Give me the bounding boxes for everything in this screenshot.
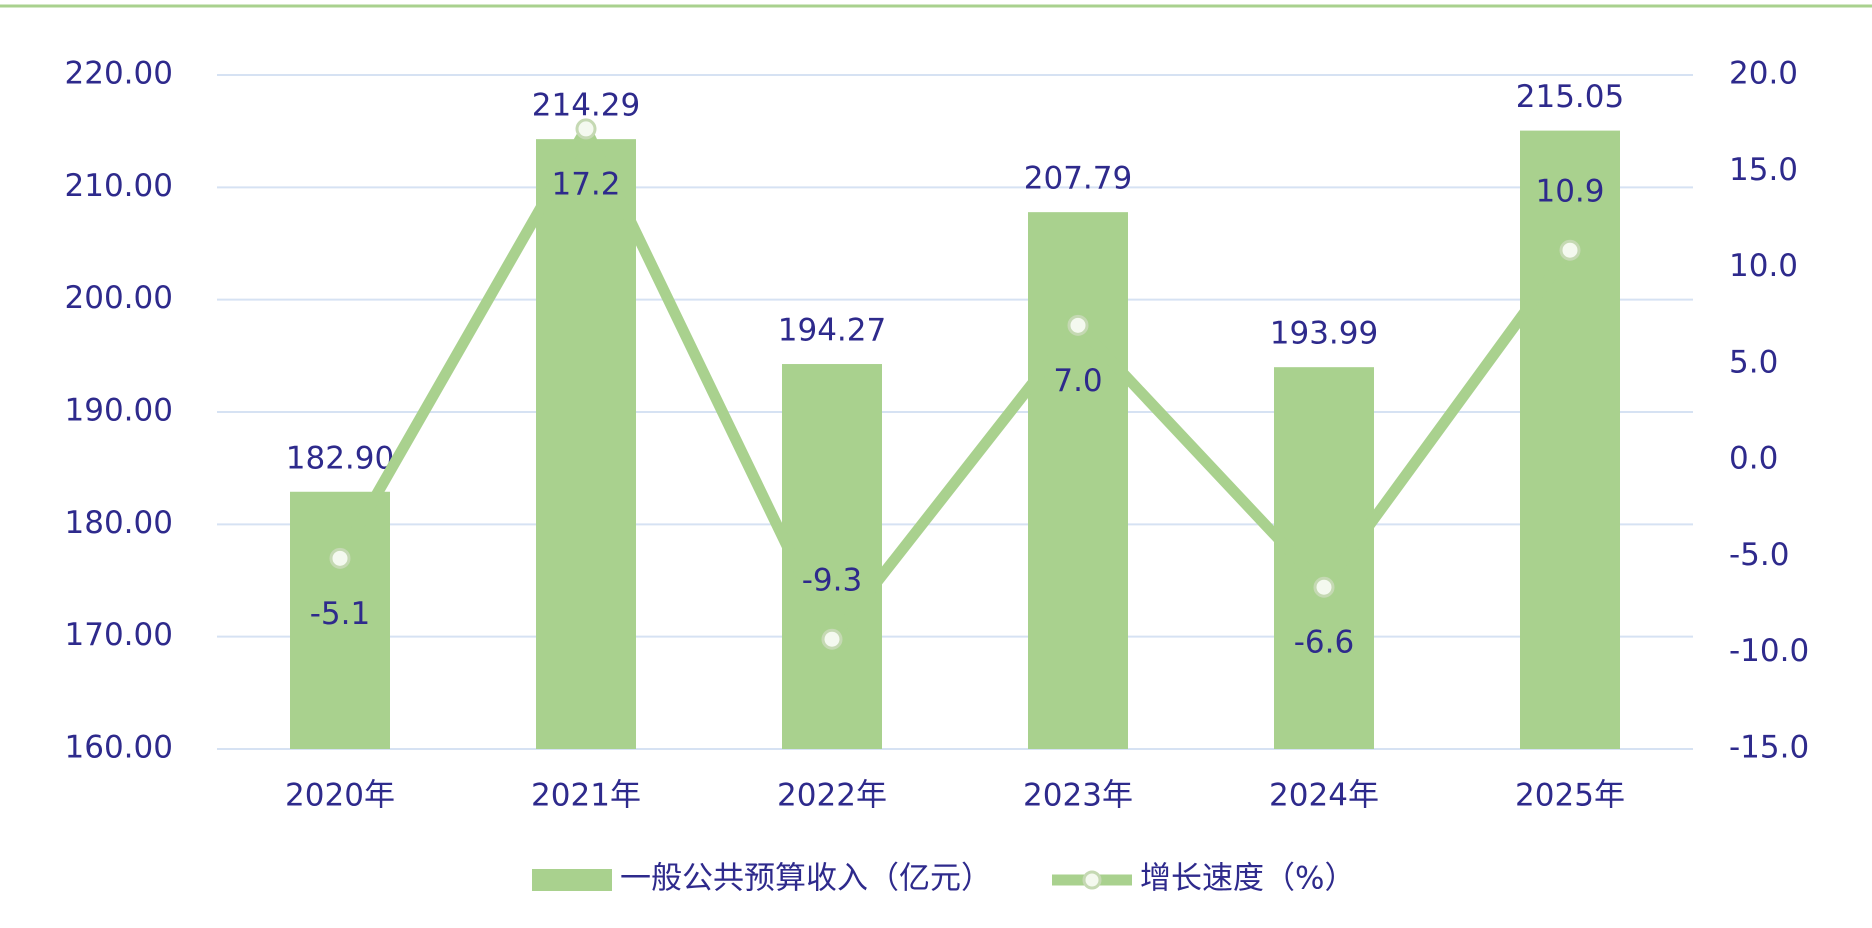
bar xyxy=(1274,367,1374,749)
line xyxy=(335,123,1575,645)
line-marker xyxy=(1313,576,1335,598)
line-value-label: 17.2 xyxy=(551,166,620,202)
y-tick-label: 190.00 xyxy=(65,393,173,429)
legend-marker xyxy=(1082,870,1102,890)
y-tick-label: 170.00 xyxy=(65,617,173,653)
y2-tick-label: -5.0 xyxy=(1729,537,1790,573)
x-tick-label: 2023年 xyxy=(1023,778,1133,814)
bar xyxy=(290,491,390,749)
y2-tick-label: 0.0 xyxy=(1729,441,1778,477)
line-value-label: -6.6 xyxy=(1294,625,1355,661)
x-tick-label: 2024年 xyxy=(1269,778,1379,814)
line-marker xyxy=(1067,314,1089,336)
line-marker xyxy=(821,628,843,650)
line-marker xyxy=(329,547,351,569)
bar-value-label: 214.29 xyxy=(532,88,640,124)
legend-label: 一般公共预算收入（亿元） xyxy=(620,861,992,897)
bar-value-label: 194.27 xyxy=(778,313,886,349)
y-tick-label: 210.00 xyxy=(65,168,173,204)
bar-value-label: 193.99 xyxy=(1270,316,1378,352)
x-tick-label: 2020年 xyxy=(285,778,395,814)
y-tick-label: 160.00 xyxy=(65,730,173,766)
y-tick-label: 200.00 xyxy=(65,280,173,316)
y2-tick-label: 15.0 xyxy=(1729,152,1798,188)
x-tick-label: 2021年 xyxy=(531,778,641,814)
legend-swatch xyxy=(532,869,612,891)
x-tick-label: 2025年 xyxy=(1515,778,1625,814)
y-tick-label: 180.00 xyxy=(65,505,173,541)
y2-tick-label: 10.0 xyxy=(1729,248,1798,284)
bar xyxy=(536,139,636,749)
bar-value-label: 182.90 xyxy=(286,440,394,476)
y2-tick-label: -15.0 xyxy=(1729,730,1809,766)
line-value-label: -5.1 xyxy=(310,596,371,632)
bar-value-label: 215.05 xyxy=(1516,79,1624,115)
line-value-label: -9.3 xyxy=(802,563,863,599)
bar-value-label: 207.79 xyxy=(1024,161,1132,197)
bar xyxy=(1028,212,1128,749)
y2-tick-label: 5.0 xyxy=(1729,344,1778,380)
line-marker xyxy=(575,118,597,140)
x-tick-label: 2022年 xyxy=(777,778,887,814)
bar xyxy=(1520,130,1620,750)
y-tick-label: 220.00 xyxy=(65,56,173,92)
line-value-label: 7.0 xyxy=(1053,363,1102,399)
line-marker xyxy=(1559,239,1581,261)
bar xyxy=(782,364,882,749)
line-value-label: 10.9 xyxy=(1535,174,1604,210)
legend-label: 增长速度（%） xyxy=(1140,861,1355,897)
y2-tick-label: 20.0 xyxy=(1729,56,1798,92)
y2-tick-label: -10.0 xyxy=(1729,633,1809,669)
